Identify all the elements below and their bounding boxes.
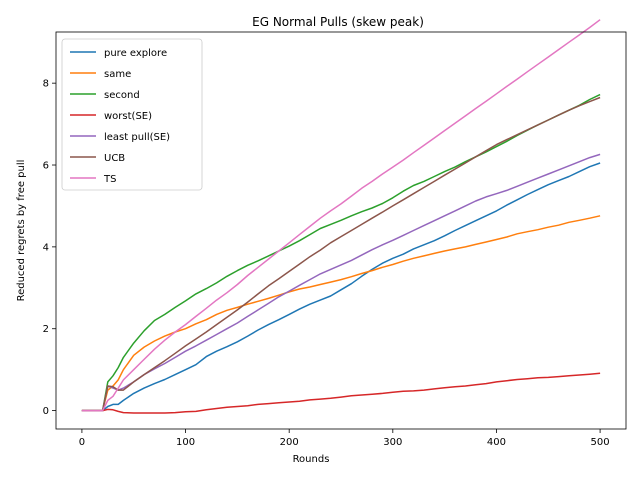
series-line-ts	[81, 19, 601, 412]
chart-title: EG Normal Pulls (skew peak)	[252, 15, 424, 29]
x-axis-label: Rounds	[293, 454, 330, 465]
legend-label: second	[104, 90, 140, 101]
series-line-worst-se	[81, 372, 601, 414]
series-line-second	[81, 93, 601, 412]
legend-label: UCB	[104, 153, 125, 164]
y-tick-label: 4	[43, 242, 49, 253]
legend-box	[61, 38, 203, 191]
series-line-ucb	[81, 96, 601, 412]
x-tick-label: 500	[591, 437, 610, 448]
legend-label: worst(SE)	[104, 111, 152, 122]
legend-label: least pull(SE)	[104, 132, 170, 143]
legend-label: TS	[103, 174, 116, 185]
y-tick-label: 6	[43, 161, 49, 172]
legend-label: same	[104, 69, 131, 80]
y-tick-label: 2	[43, 324, 49, 335]
plot-area	[81, 19, 601, 414]
legend-label: pure explore	[104, 48, 167, 59]
x-tick-label: 400	[487, 437, 506, 448]
series-line-pure-explore	[81, 162, 601, 412]
x-tick-label: 300	[383, 437, 402, 448]
x-axis: 0 100 200 300 400 500	[79, 429, 610, 448]
legend: pure explore same second worst(SE) least pul…	[61, 38, 203, 191]
x-tick-label: 200	[280, 437, 299, 448]
y-axis: 0 2 4 6 8	[43, 79, 56, 417]
y-axis-label: Reduced regrets by free pull	[16, 160, 27, 302]
x-tick-label: 100	[176, 437, 195, 448]
y-tick-label: 8	[43, 79, 49, 90]
plot-frame	[55, 31, 627, 430]
x-tick-label: 0	[79, 437, 85, 448]
y-tick-label: 0	[43, 406, 49, 417]
series-line-same	[81, 215, 601, 412]
